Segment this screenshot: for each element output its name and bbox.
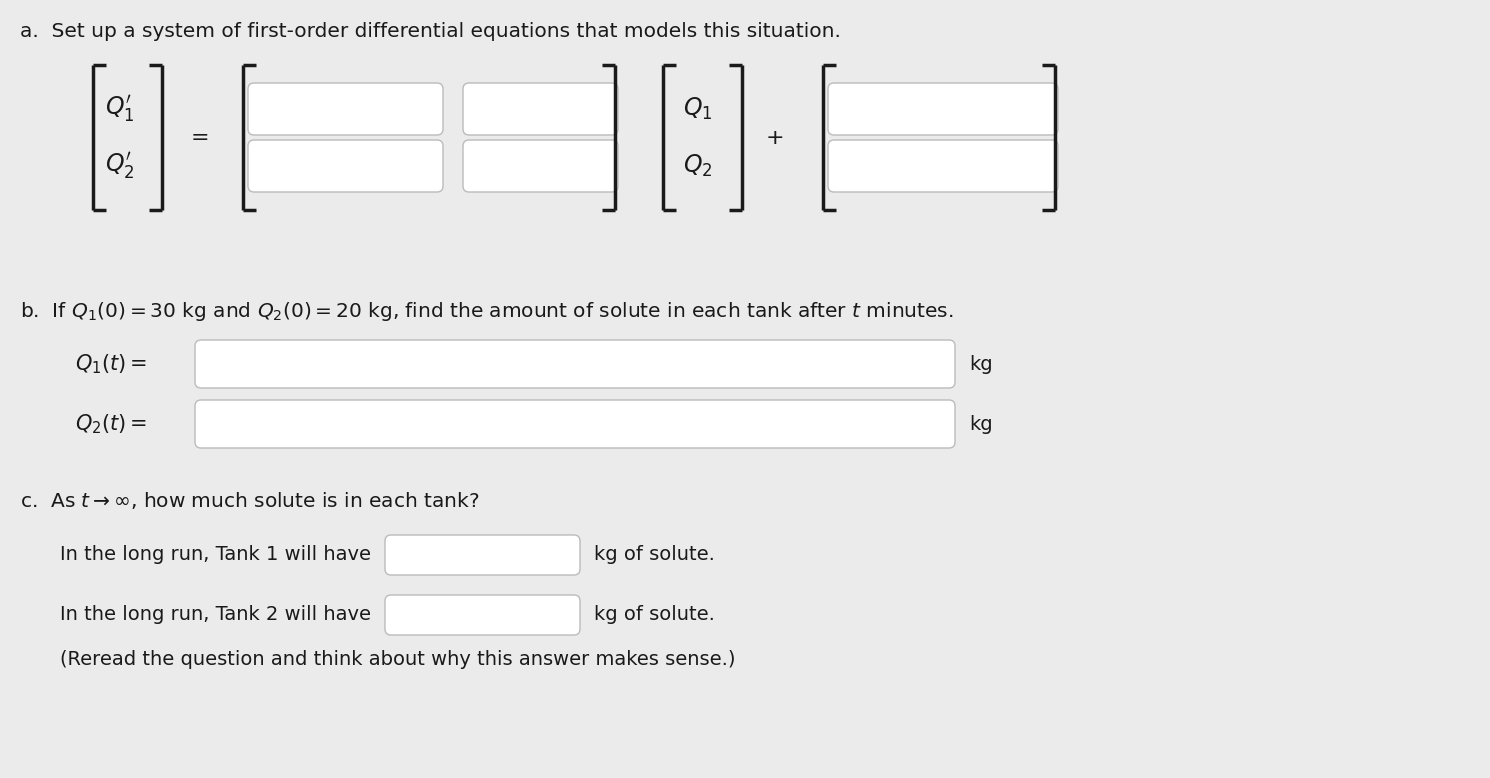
Text: $Q_1(t) =$: $Q_1(t) =$ [74, 352, 148, 376]
FancyBboxPatch shape [463, 140, 618, 192]
FancyBboxPatch shape [195, 340, 955, 388]
Text: a.  Set up a system of first-order differential equations that models this situa: a. Set up a system of first-order differ… [19, 22, 840, 41]
Text: =: = [191, 128, 209, 148]
Text: +: + [766, 128, 784, 148]
Text: $Q_2$: $Q_2$ [682, 153, 712, 179]
FancyBboxPatch shape [828, 140, 1058, 192]
FancyBboxPatch shape [195, 400, 955, 448]
Text: kg of solute.: kg of solute. [595, 545, 715, 565]
Text: In the long run, Tank 2 will have: In the long run, Tank 2 will have [60, 605, 371, 625]
Text: kg: kg [968, 355, 992, 373]
FancyBboxPatch shape [247, 140, 443, 192]
Text: $Q_2(t) =$: $Q_2(t) =$ [74, 412, 148, 436]
Text: $Q_2'$: $Q_2'$ [106, 151, 134, 181]
Text: b.  If $Q_1(0) = 30$ kg and $Q_2(0) = 20$ kg, find the amount of solute in each : b. If $Q_1(0) = 30$ kg and $Q_2(0) = 20$… [19, 300, 954, 323]
Text: In the long run, Tank 1 will have: In the long run, Tank 1 will have [60, 545, 371, 565]
FancyBboxPatch shape [463, 83, 618, 135]
FancyBboxPatch shape [384, 595, 580, 635]
Text: kg of solute.: kg of solute. [595, 605, 715, 625]
FancyBboxPatch shape [384, 535, 580, 575]
Text: kg: kg [968, 415, 992, 433]
Text: $Q_1'$: $Q_1'$ [106, 93, 134, 124]
Text: $Q_1$: $Q_1$ [682, 96, 712, 122]
FancyBboxPatch shape [828, 83, 1058, 135]
Text: (Reread the question and think about why this answer makes sense.): (Reread the question and think about why… [60, 650, 736, 669]
Text: c.  As $t \to \infty$, how much solute is in each tank?: c. As $t \to \infty$, how much solute is… [19, 490, 480, 511]
FancyBboxPatch shape [247, 83, 443, 135]
